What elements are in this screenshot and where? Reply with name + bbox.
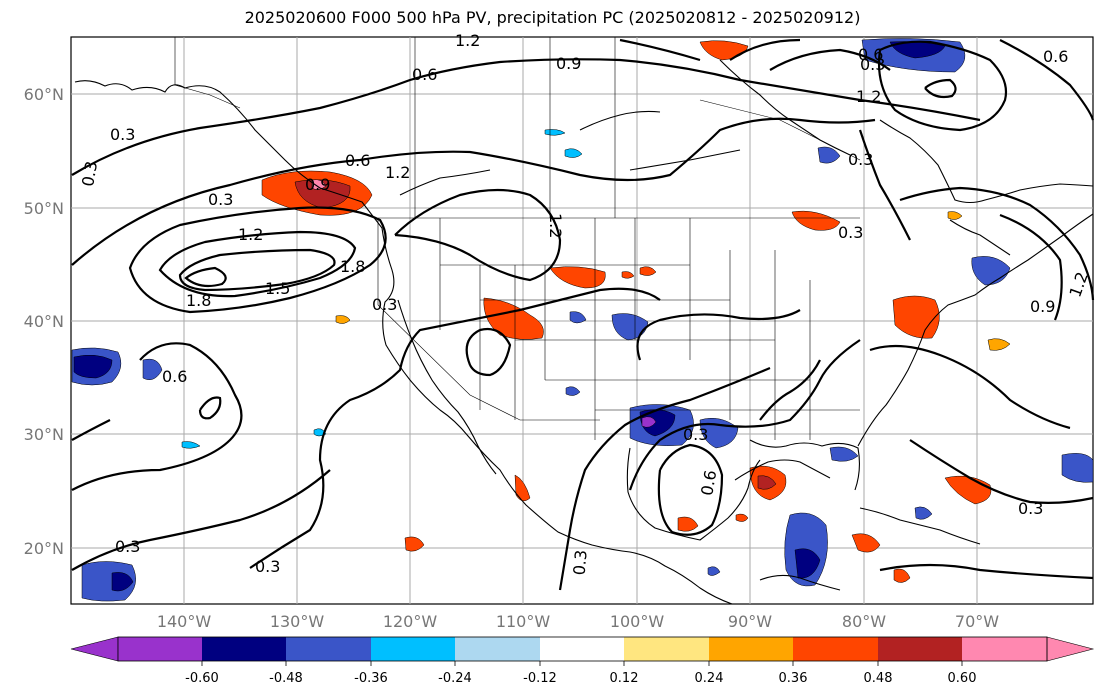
contour-label: 0.9: [556, 54, 581, 73]
contour-label: 1.5: [265, 279, 290, 298]
contour-label: 0.3: [372, 295, 397, 314]
contour-label: 0.3: [208, 190, 233, 209]
contour-label: 1.2: [455, 31, 480, 50]
contour-label: 0.6: [697, 469, 720, 497]
colorbar-segment: [118, 637, 202, 661]
lon-label-140w: 140°W: [157, 612, 212, 631]
colorbar-tick-label: 0.12: [610, 671, 639, 686]
lat-label-40n: 40°N: [24, 312, 64, 331]
contour-label: 1.2: [546, 213, 565, 238]
colorbar-segment: [202, 637, 286, 661]
lon-label-90w: 90°W: [728, 612, 772, 631]
lon-label-110w: 110°W: [496, 612, 551, 631]
colorbar-outline: [117, 636, 1048, 662]
contour-label: 0.6: [345, 151, 370, 170]
colorbar-segment: [70, 636, 119, 662]
colorbar-tick-label: -0.24: [438, 671, 472, 686]
contour-label: 0.6: [162, 367, 187, 386]
contour-label: 0.3: [78, 160, 101, 188]
contour-label: 1.2: [385, 163, 410, 182]
contour-label: 0.6: [412, 65, 437, 84]
lon-label-120w: 120°W: [383, 612, 438, 631]
contour-label: 0.3: [848, 150, 873, 169]
contour-label: 0.3: [110, 125, 135, 144]
contour-label: 1.8: [340, 257, 365, 276]
colorbar-tick-label: 0.24: [695, 671, 724, 686]
state-borders: [174, 37, 861, 440]
latitude-labels: 60°N 50°N 40°N 30°N 20°N: [24, 85, 64, 558]
precip-negative-anomalies: [71, 38, 1094, 602]
lat-label-50n: 50°N: [24, 199, 64, 218]
contour-label: 0.9: [1030, 297, 1055, 316]
lat-label-20n: 20°N: [24, 539, 64, 558]
contour-label: 0.6: [1043, 47, 1068, 66]
contour-label: 1.2: [856, 87, 881, 106]
lon-label-70w: 70°W: [955, 612, 999, 631]
contour-label: 1.2: [238, 225, 263, 244]
contour-label: 0.3: [115, 537, 140, 556]
colorbar-tick-label: -0.60: [185, 671, 219, 686]
colorbar-tick-label: 0.36: [779, 671, 808, 686]
lat-label-30n: 30°N: [24, 425, 64, 444]
colorbar-segment: [286, 637, 371, 661]
contour-label: 0.3: [860, 55, 885, 74]
colorbar-segment: [624, 637, 709, 661]
colorbar-segment: [371, 637, 455, 661]
colorbar-segment: [878, 637, 962, 661]
colorbar-tick-label: -0.36: [354, 671, 388, 686]
precip-positive-anomalies: [261, 40, 1011, 583]
lat-label-60n: 60°N: [24, 85, 64, 104]
pv-contours: [71, 38, 1095, 591]
colorbar-segment: [540, 637, 624, 661]
lon-label-80w: 80°W: [842, 612, 886, 631]
contour-label: 0.3: [255, 557, 280, 576]
colorbar-tick-label: -0.12: [523, 671, 557, 686]
contour-label: 0.3: [683, 425, 708, 444]
colorbar-segment: [1046, 636, 1095, 662]
contour-label: 0.9: [305, 175, 330, 194]
longitude-labels: 140°W 130°W 120°W 110°W 100°W 90°W 80°W …: [157, 612, 999, 631]
contour-label: 0.6: [858, 45, 883, 64]
colorbar-segment: [793, 637, 878, 661]
colorbar: -0.60 -0.48 -0.36 -0.24 -0.12 0.12 0.24 …: [70, 636, 1095, 686]
contour-label: 0.3: [570, 549, 591, 576]
contour-labels: 1.2 0.6 0.9 0.6 0.3 0.3 0.6 1.2 0.9 1.2 …: [78, 31, 1092, 576]
contour-label: 0.3: [1018, 499, 1043, 518]
colorbar-segment: [962, 637, 1047, 661]
lon-label-130w: 130°W: [270, 612, 325, 631]
colorbar-segment: [709, 637, 793, 661]
colorbar-tick-label: -0.48: [269, 671, 303, 686]
colorbar-tick-label: 0.48: [864, 671, 893, 686]
map-title: 2025020600 F000 500 hPa PV, precipitatio…: [244, 8, 861, 27]
colorbar-segment: [455, 637, 540, 661]
colorbar-tick-label: 0.60: [948, 671, 977, 686]
contour-label: 0.3: [838, 223, 863, 242]
lon-label-100w: 100°W: [610, 612, 665, 631]
contour-label: 1.8: [186, 291, 211, 310]
